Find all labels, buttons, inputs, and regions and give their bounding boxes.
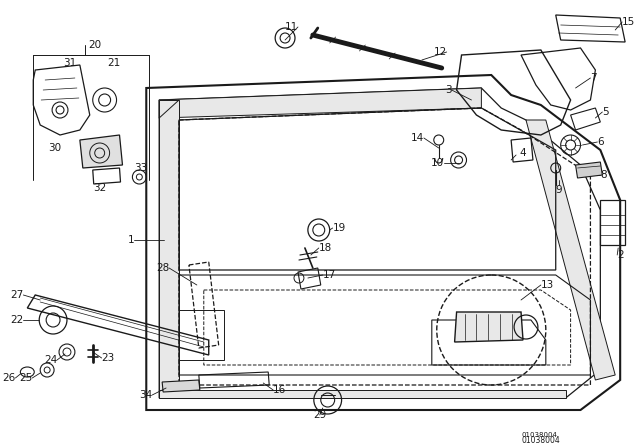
Text: 17: 17 <box>323 270 336 280</box>
Text: 3: 3 <box>445 85 452 95</box>
Text: 11: 11 <box>285 22 298 32</box>
Text: 01038004: 01038004 <box>521 435 560 444</box>
Text: 5: 5 <box>602 107 609 117</box>
Text: 22: 22 <box>10 315 23 325</box>
Text: 18: 18 <box>319 243 332 253</box>
Polygon shape <box>159 88 481 118</box>
Polygon shape <box>162 380 200 392</box>
Text: 15: 15 <box>622 17 636 27</box>
Text: 14: 14 <box>411 133 424 143</box>
Text: 33: 33 <box>134 163 148 173</box>
Text: 26: 26 <box>2 373 15 383</box>
Polygon shape <box>526 120 615 380</box>
Text: 9: 9 <box>556 185 562 195</box>
Text: 2: 2 <box>617 250 624 260</box>
Polygon shape <box>575 162 602 178</box>
Text: 10: 10 <box>431 158 444 168</box>
Polygon shape <box>454 312 523 342</box>
Text: 8: 8 <box>600 170 607 180</box>
Text: 19: 19 <box>333 223 346 233</box>
Polygon shape <box>159 390 566 398</box>
Text: 30: 30 <box>49 143 61 153</box>
Text: 25: 25 <box>19 373 32 383</box>
Text: 4: 4 <box>519 148 525 158</box>
Text: 28: 28 <box>156 263 169 273</box>
Text: 23: 23 <box>102 353 115 363</box>
Text: 16: 16 <box>273 385 287 395</box>
Polygon shape <box>80 135 122 168</box>
Text: 32: 32 <box>93 183 106 193</box>
Text: 27: 27 <box>10 290 23 300</box>
Text: 20: 20 <box>88 40 101 50</box>
Text: 12: 12 <box>433 47 447 57</box>
Text: 31: 31 <box>63 58 76 68</box>
Text: 21: 21 <box>108 58 121 68</box>
Text: 13: 13 <box>541 280 554 290</box>
Text: 7: 7 <box>591 73 597 83</box>
Polygon shape <box>159 100 179 398</box>
Text: 34: 34 <box>139 390 152 400</box>
Text: 1: 1 <box>128 235 134 245</box>
Text: 29: 29 <box>313 410 326 420</box>
Text: 6: 6 <box>597 137 604 147</box>
Text: 24: 24 <box>44 355 57 365</box>
Text: 01038004: 01038004 <box>521 432 557 438</box>
